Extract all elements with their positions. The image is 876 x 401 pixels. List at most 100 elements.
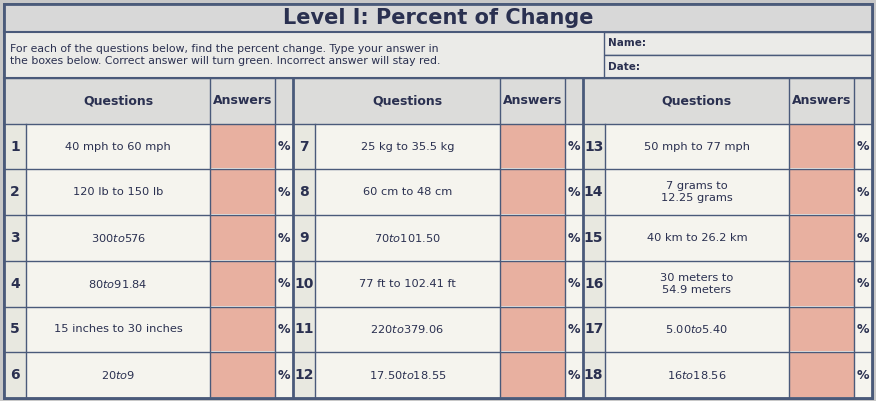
FancyBboxPatch shape [4,352,26,398]
FancyBboxPatch shape [583,215,604,261]
FancyBboxPatch shape [789,216,854,260]
FancyBboxPatch shape [499,170,565,214]
Text: 40 km to 26.2 km: 40 km to 26.2 km [646,233,747,243]
FancyBboxPatch shape [4,261,293,307]
Text: 11: 11 [294,322,314,336]
Text: 50 mph to 77 mph: 50 mph to 77 mph [644,142,750,152]
FancyBboxPatch shape [293,261,583,307]
Text: %: % [568,231,580,245]
Text: 16: 16 [584,277,604,291]
Text: $300 to $576: $300 to $576 [90,232,145,244]
FancyBboxPatch shape [583,170,872,215]
Text: Date:: Date: [608,61,640,71]
FancyBboxPatch shape [293,124,583,170]
FancyBboxPatch shape [499,308,565,351]
Text: %: % [278,323,291,336]
Text: Answers: Answers [792,94,851,107]
Text: 7: 7 [300,140,309,154]
FancyBboxPatch shape [583,78,872,124]
FancyBboxPatch shape [583,215,872,261]
Text: %: % [857,323,869,336]
Text: 3: 3 [11,231,20,245]
Text: %: % [568,369,580,382]
Text: 8: 8 [300,185,309,199]
FancyBboxPatch shape [789,353,854,397]
FancyBboxPatch shape [583,124,604,170]
Text: %: % [278,140,291,153]
FancyBboxPatch shape [583,307,872,352]
Text: 2: 2 [11,185,20,199]
FancyBboxPatch shape [210,216,275,260]
Text: %: % [568,323,580,336]
FancyBboxPatch shape [293,215,583,261]
FancyBboxPatch shape [4,124,26,170]
Text: 30 meters to
54.9 meters: 30 meters to 54.9 meters [661,273,733,294]
Text: 18: 18 [584,368,604,382]
Text: 15 inches to 30 inches: 15 inches to 30 inches [53,324,182,334]
Text: %: % [568,277,580,290]
FancyBboxPatch shape [210,170,275,214]
Text: %: % [857,186,869,199]
Text: $70 to $101.50: $70 to $101.50 [374,232,441,244]
Text: 4: 4 [11,277,20,291]
Text: %: % [857,231,869,245]
FancyBboxPatch shape [293,78,583,124]
FancyBboxPatch shape [4,32,872,78]
Text: $80 to $91.84: $80 to $91.84 [88,278,148,290]
Text: 15: 15 [584,231,604,245]
FancyBboxPatch shape [789,125,854,168]
FancyBboxPatch shape [583,261,872,307]
FancyBboxPatch shape [789,170,854,214]
Text: Answers: Answers [503,94,562,107]
FancyBboxPatch shape [4,307,26,352]
FancyBboxPatch shape [293,215,315,261]
Text: %: % [857,369,869,382]
FancyBboxPatch shape [499,125,565,168]
Text: 14: 14 [584,185,604,199]
Text: 1: 1 [11,140,20,154]
Text: 25 kg to 35.5 kg: 25 kg to 35.5 kg [361,142,455,152]
Text: Answers: Answers [213,94,272,107]
Text: Questions: Questions [83,94,153,107]
FancyBboxPatch shape [604,55,872,78]
Text: 5: 5 [11,322,20,336]
Text: $220 to $379.06: $220 to $379.06 [371,324,445,335]
FancyBboxPatch shape [4,215,293,261]
Text: Level I: Percent of Change: Level I: Percent of Change [283,8,593,28]
FancyBboxPatch shape [293,307,315,352]
FancyBboxPatch shape [293,352,315,398]
Text: Name:: Name: [608,38,646,49]
Text: 60 cm to 48 cm: 60 cm to 48 cm [363,187,452,197]
FancyBboxPatch shape [4,352,293,398]
Text: 6: 6 [11,368,20,382]
Text: %: % [278,231,291,245]
FancyBboxPatch shape [583,261,604,307]
Text: 7 grams to
12.25 grams: 7 grams to 12.25 grams [661,182,732,203]
Text: Questions: Questions [372,94,442,107]
Text: %: % [568,140,580,153]
FancyBboxPatch shape [583,352,872,398]
Text: %: % [278,369,291,382]
Text: %: % [278,186,291,199]
FancyBboxPatch shape [210,308,275,351]
FancyBboxPatch shape [499,216,565,260]
Text: %: % [568,186,580,199]
FancyBboxPatch shape [210,353,275,397]
FancyBboxPatch shape [4,124,293,170]
FancyBboxPatch shape [210,125,275,168]
FancyBboxPatch shape [499,353,565,397]
FancyBboxPatch shape [583,124,872,170]
FancyBboxPatch shape [604,32,872,55]
Text: $17.50 to $18.55: $17.50 to $18.55 [369,369,446,381]
FancyBboxPatch shape [293,170,583,215]
Text: For each of the questions below, find the percent change. Type your answer in
th: For each of the questions below, find th… [10,44,441,66]
FancyBboxPatch shape [293,307,583,352]
Text: 120 lb to 150 lb: 120 lb to 150 lb [73,187,163,197]
FancyBboxPatch shape [4,215,26,261]
Text: 10: 10 [294,277,314,291]
FancyBboxPatch shape [4,170,26,215]
FancyBboxPatch shape [583,307,604,352]
FancyBboxPatch shape [499,262,565,306]
FancyBboxPatch shape [210,262,275,306]
FancyBboxPatch shape [293,170,315,215]
